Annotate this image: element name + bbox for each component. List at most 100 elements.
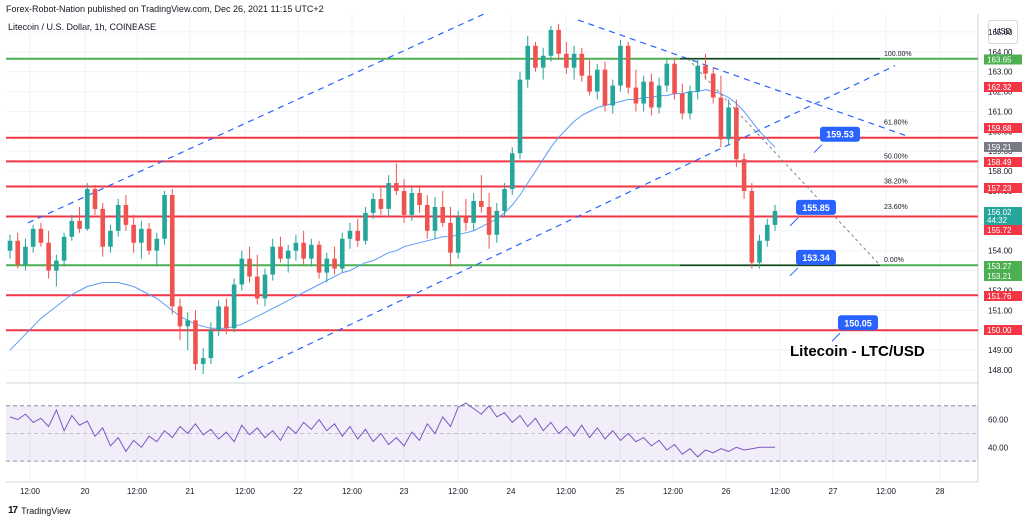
- candle-body-9: [77, 220, 82, 229]
- fib-label-3: 38.20%: [884, 178, 908, 185]
- price-tick-17: 148.00: [988, 366, 1013, 375]
- price-tick-16: 149.00: [988, 346, 1013, 355]
- candle-body-86: [672, 63, 677, 94]
- price-tag-label-5: 157.23: [987, 184, 1012, 193]
- callout-pointer-3: [831, 332, 841, 342]
- time-axis: 12:00 20 12:00 21 12:00 22 12:00 23 12:00 24 12:00…: [20, 487, 945, 496]
- currency-button[interactable]: USD: [988, 20, 1018, 44]
- candle-body-64: [502, 189, 507, 211]
- callout-label-3: 150.05: [844, 318, 872, 328]
- candle-body-15: [123, 204, 129, 225]
- candle-body-39: [309, 244, 314, 259]
- callouts-layer: 159.53 155.85 153.34 150.05: [789, 126, 878, 342]
- candle-body-6: [54, 260, 59, 271]
- candle-body-18: [146, 228, 152, 251]
- candle-body-87: [679, 93, 685, 114]
- time-tick-16: 12:00: [876, 487, 897, 496]
- time-tick-8: 12:00: [448, 487, 469, 496]
- candle-body-46: [363, 212, 368, 241]
- candle-body-90: [703, 65, 708, 74]
- candle-body-35: [278, 246, 283, 259]
- price-tick-7: 158.00: [988, 167, 1013, 176]
- candle-body-76: [594, 69, 600, 92]
- rsi-tick-1: 40.00: [988, 443, 1009, 452]
- price-tag-box-1: [984, 82, 1022, 92]
- candle-body-72: [564, 53, 569, 68]
- price-tick-11: 154.00: [988, 247, 1013, 256]
- candle-body-16: [131, 224, 136, 243]
- candle-body-60: [471, 200, 476, 223]
- channel-lower-line: [237, 65, 896, 379]
- fibonacci-layer: 100.00% 61.80% 50.00% 38.20% 23.60% 0.00%: [884, 51, 912, 264]
- price-tick-14: 151.00: [988, 306, 1013, 315]
- candle-body-96: [749, 191, 755, 263]
- chart-title: Litecoin - LTC/USD: [790, 343, 925, 360]
- candle-body-12: [100, 208, 106, 247]
- price-tag-box-6: [984, 207, 1022, 225]
- candle-body-1: [15, 240, 21, 265]
- candle-body-28: [224, 306, 229, 329]
- candle-body-38: [301, 242, 306, 259]
- time-tick-14: 12:00: [770, 487, 791, 496]
- price-tag-label-10: 151.76: [987, 292, 1012, 301]
- candle-body-84: [656, 85, 662, 108]
- fib-label-1: 61.80%: [884, 120, 908, 127]
- rsi-panel: [6, 402, 978, 462]
- candle-body-85: [664, 63, 670, 86]
- callout-pointer-0: [813, 144, 823, 154]
- candle-body-7: [61, 236, 67, 261]
- candle-body-21: [169, 195, 175, 307]
- candle-body-19: [154, 238, 160, 251]
- callout-label-1: 155.85: [802, 203, 830, 213]
- callout-box-3: [838, 315, 878, 331]
- candle-body-29: [231, 284, 237, 329]
- candle-body-66: [517, 79, 523, 154]
- candle-body-26: [208, 330, 214, 359]
- candle-body-8: [69, 220, 75, 237]
- fib-label-0: 100.00%: [884, 51, 912, 58]
- price-tag-box-7: [984, 225, 1022, 235]
- symbol-legend: Litecoin / U.S. Dollar, 1h, COINBASE: [8, 22, 157, 32]
- callout-box-2: [796, 249, 836, 265]
- candle-body-33: [262, 274, 268, 299]
- candle-body-25: [200, 358, 206, 365]
- candle-body-73: [571, 53, 577, 68]
- time-tick-3: 21: [186, 487, 195, 496]
- candle-body-20: [162, 195, 167, 239]
- candle-body-32: [254, 276, 260, 299]
- candle-body-92: [718, 97, 724, 140]
- resistance-line: [577, 19, 906, 136]
- candle-body-13: [108, 230, 113, 247]
- candle-body-63: [494, 210, 500, 235]
- candle-body-27: [216, 306, 221, 331]
- candle-body-57: [448, 222, 453, 253]
- candle-body-37: [293, 242, 299, 251]
- candle-body-48: [378, 198, 384, 209]
- candle-body-4: [38, 228, 44, 243]
- candle-body-0: [7, 240, 13, 251]
- candle-body-55: [432, 206, 438, 231]
- candle-body-22: [177, 306, 183, 327]
- candle-body-65: [509, 153, 515, 190]
- candle-body-42: [332, 258, 337, 269]
- price-tick-3: 162.00: [988, 88, 1013, 97]
- candle-body-31: [247, 258, 252, 277]
- candle-body-17: [139, 228, 144, 243]
- price-tick-1: 164.00: [988, 48, 1013, 57]
- price-tag-box-8: [984, 261, 1022, 271]
- callout-label-2: 153.34: [802, 253, 830, 263]
- price-tag-label-11: 150.00: [987, 326, 1012, 335]
- price-tag-box-5: [984, 183, 1022, 193]
- price-tag-box-11: [984, 325, 1022, 335]
- time-tick-11: 25: [616, 487, 625, 496]
- candle-body-3: [30, 228, 36, 247]
- candle-body-97: [757, 240, 762, 263]
- time-tick-7: 23: [400, 487, 409, 496]
- candle-body-79: [618, 45, 623, 86]
- candle-body-59: [463, 216, 469, 223]
- candle-body-61: [479, 200, 484, 207]
- time-tick-9: 24: [507, 487, 516, 496]
- price-tag-box-10: [984, 291, 1022, 301]
- candle-body-40: [316, 244, 322, 273]
